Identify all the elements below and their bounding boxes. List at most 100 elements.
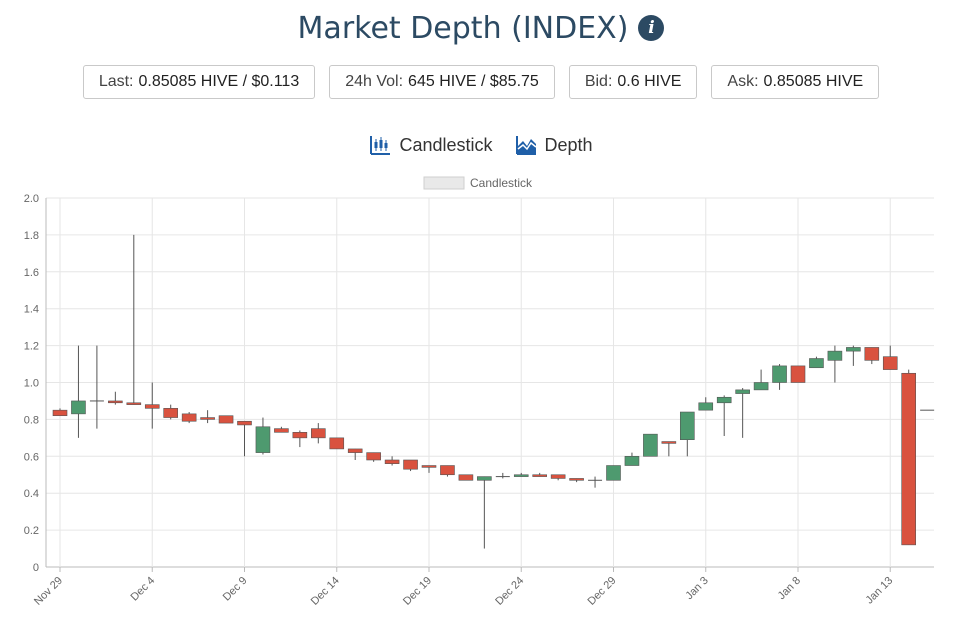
tab-candlestick[interactable]: Candlestick (369, 134, 493, 156)
y-tick-label: 0.8 (24, 414, 39, 426)
candle (716, 395, 732, 437)
candle-body (310, 428, 326, 439)
candle-body (643, 433, 658, 457)
candle-body (790, 365, 806, 383)
stat-bid: Bid: 0.6 HIVE (568, 65, 698, 99)
candle (89, 345, 104, 429)
candle (606, 465, 621, 481)
candle-body (477, 476, 492, 481)
candle (809, 356, 824, 369)
candle-body (126, 402, 142, 405)
x-tick-label: Dec 29 (585, 575, 618, 608)
candle-body (163, 408, 178, 418)
candle-body (218, 415, 234, 424)
candle (144, 382, 160, 429)
candle (624, 452, 640, 466)
info-circle-icon[interactable]: i (638, 15, 665, 41)
candle (403, 459, 418, 472)
candle (458, 474, 474, 481)
chart-tabs: Candlestick Depth (0, 134, 962, 156)
x-tick-label: Jan 8 (776, 575, 804, 603)
candle-body (827, 350, 843, 361)
candle (52, 408, 68, 417)
stat-volume-label: 24h Vol: (345, 73, 404, 90)
candle-body (569, 478, 584, 481)
candle-body (347, 448, 363, 453)
candle (864, 347, 880, 365)
candle-body (292, 432, 308, 439)
stat-ask-value: 0.85085 HIVE (763, 73, 864, 90)
candle (495, 472, 510, 479)
candle-body (679, 411, 695, 440)
candle-body (809, 358, 824, 369)
candle-body (52, 409, 68, 417)
candle-body (366, 452, 381, 461)
candle-body (329, 437, 345, 450)
candle (126, 234, 142, 405)
x-tick-label: Dec 9 (221, 575, 250, 604)
candle (163, 404, 178, 420)
y-axis: 0 0.2 0.4 0.6 0.8 1.0 1.2 1.4 1.6 1.8 2.0 (24, 193, 39, 574)
stat-volume: 24h Vol: 645 HIVE / $85.75 (329, 65, 555, 99)
stat-last-value: 0.85085 HIVE / $0.113 (138, 73, 300, 90)
page-title: Market Depth (INDEX) (297, 10, 629, 46)
candle (329, 437, 345, 450)
candle-body (237, 420, 252, 426)
candle (735, 388, 750, 438)
candle-body (624, 455, 640, 466)
candle-body (606, 465, 621, 481)
y-tick-label: 0.6 (24, 451, 39, 463)
candle-body (440, 465, 455, 476)
tab-depth-label: Depth (544, 134, 593, 155)
candle (274, 426, 289, 433)
candle (200, 410, 215, 424)
y-tick-label: 1.8 (24, 230, 39, 242)
candle-body (274, 428, 289, 433)
candle (790, 365, 806, 383)
candle-body (255, 426, 271, 453)
x-tick-label: Dec 19 (401, 575, 434, 608)
candle-body (698, 402, 714, 411)
candle (440, 465, 455, 477)
candle (71, 345, 86, 438)
y-tick-label: 1.6 (24, 267, 39, 279)
candle-body (772, 365, 787, 383)
y-tick-label: 2.0 (24, 193, 39, 205)
title-row: Market Depth (INDEX) i (0, 8, 962, 48)
candle-body (144, 404, 160, 409)
y-tick-label: 0.4 (24, 488, 39, 500)
candle (366, 452, 381, 462)
candle (772, 364, 787, 390)
stat-ask: Ask: 0.85085 HIVE (711, 65, 880, 99)
candle-body (550, 474, 566, 479)
candle-body (661, 441, 677, 444)
stat-bid-value: 0.6 HIVE (617, 73, 682, 90)
candle (310, 423, 326, 444)
candle (347, 448, 363, 460)
depth-chart-icon (515, 136, 536, 155)
candle (588, 476, 603, 488)
x-tick-label: Nov 29 (32, 575, 65, 608)
candle (698, 397, 714, 411)
y-tick-label: 1.2 (24, 341, 39, 353)
candle-body (181, 413, 197, 422)
y-tick-label: 0.2 (24, 525, 39, 537)
candle (292, 430, 308, 448)
candle (108, 391, 123, 405)
candle (846, 345, 861, 366)
stat-ask-label: Ask: (727, 73, 759, 90)
x-tick-label: Jan 13 (864, 575, 896, 607)
candle (532, 472, 548, 477)
stat-bid-label: Bid: (584, 73, 613, 90)
chart-legend[interactable]: Candlestick (423, 176, 533, 190)
tab-depth[interactable]: Depth (515, 134, 593, 156)
candle (901, 369, 917, 546)
legend-swatch (423, 176, 465, 190)
candle-body (200, 417, 215, 420)
x-tick-label: Dec 24 (493, 575, 526, 608)
candle-body (384, 459, 400, 464)
candle (237, 420, 252, 457)
x-axis: Nov 29 Dec 4 Dec 9 Dec 14 Dec 19 Dec 24 Dec 29… (32, 575, 895, 608)
candle (513, 472, 529, 477)
candle (679, 411, 695, 457)
